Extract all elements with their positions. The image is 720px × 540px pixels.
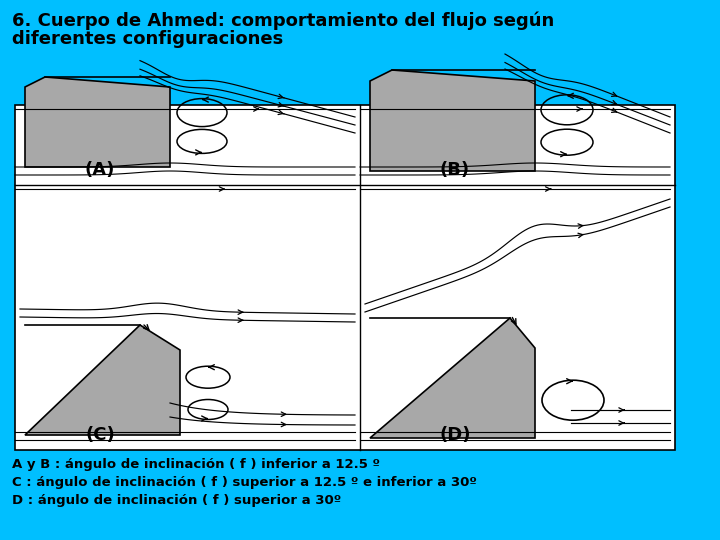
Polygon shape [370,70,535,171]
Text: D : ángulo de inclinación ( f ) superior a 30º: D : ángulo de inclinación ( f ) superior… [12,494,341,507]
Text: (D): (D) [439,426,471,444]
Text: (A): (A) [85,161,115,179]
Text: (C): (C) [85,426,115,444]
Bar [15,105,675,450]
Polygon shape [25,77,170,167]
Text: A y B : ángulo de inclinación ( f ) inferior a 12.5 º: A y B : ángulo de inclinación ( f ) infe… [12,458,380,471]
Polygon shape [370,318,535,438]
Text: C : ángulo de inclinación ( f ) superior a 12.5 º e inferior a 30º: C : ángulo de inclinación ( f ) superior… [12,476,477,489]
Text: diferentes configuraciones: diferentes configuraciones [12,30,283,48]
Text: 6. Cuerpo de Ahmed: comportamiento del flujo según: 6. Cuerpo de Ahmed: comportamiento del f… [12,12,554,30]
Polygon shape [25,325,180,435]
Text: (B): (B) [440,161,470,179]
